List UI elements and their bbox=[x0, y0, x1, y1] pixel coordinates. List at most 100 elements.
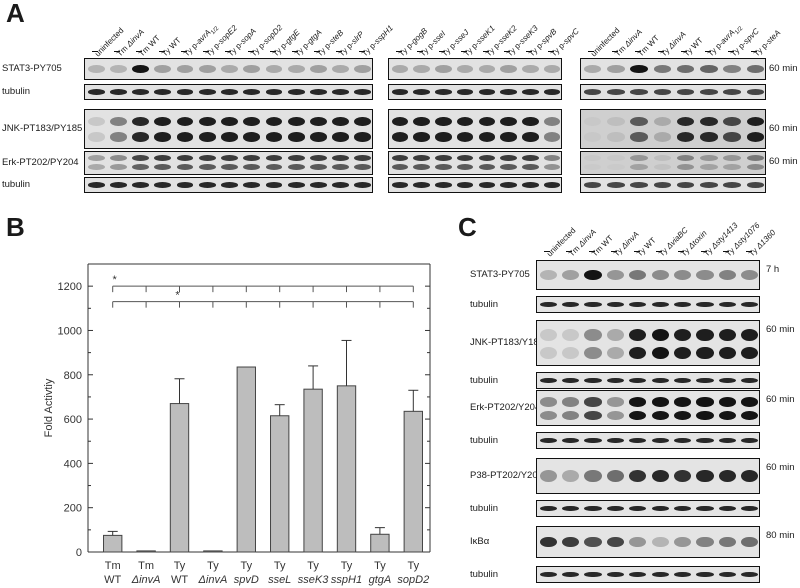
category-label: sopD2 bbox=[397, 574, 429, 586]
band bbox=[651, 328, 669, 342]
band bbox=[606, 377, 624, 384]
band bbox=[539, 328, 557, 342]
row-label: tubulin bbox=[470, 502, 498, 514]
band bbox=[718, 269, 736, 281]
band bbox=[154, 164, 172, 171]
band bbox=[718, 536, 736, 548]
band bbox=[696, 397, 714, 407]
band bbox=[583, 182, 602, 188]
band bbox=[696, 346, 714, 359]
band bbox=[674, 301, 692, 308]
band bbox=[562, 269, 580, 281]
band bbox=[629, 269, 647, 281]
band bbox=[606, 571, 624, 578]
band bbox=[651, 397, 669, 407]
band bbox=[630, 89, 648, 95]
band bbox=[413, 65, 430, 73]
lane-label: Ty WT bbox=[159, 35, 183, 59]
band bbox=[696, 505, 714, 512]
band bbox=[198, 155, 216, 162]
band bbox=[584, 437, 602, 444]
band bbox=[522, 182, 539, 188]
band bbox=[718, 377, 736, 384]
lane-tick bbox=[547, 51, 554, 52]
band bbox=[629, 410, 647, 421]
band bbox=[606, 536, 624, 548]
lane-tick bbox=[395, 51, 402, 52]
lane-tick bbox=[269, 51, 276, 52]
band bbox=[718, 437, 736, 444]
band bbox=[309, 89, 327, 95]
band bbox=[154, 89, 172, 95]
band bbox=[718, 571, 736, 578]
band bbox=[287, 155, 305, 162]
bar bbox=[303, 388, 323, 553]
lane-tick bbox=[655, 251, 662, 252]
band bbox=[435, 116, 452, 127]
band bbox=[696, 571, 714, 578]
band bbox=[674, 437, 692, 444]
band bbox=[651, 571, 669, 578]
band bbox=[629, 377, 647, 384]
band bbox=[696, 536, 714, 548]
time-label: 60 min bbox=[766, 394, 795, 405]
band bbox=[676, 116, 695, 127]
band bbox=[332, 65, 350, 73]
significance-star: * bbox=[113, 274, 118, 286]
band bbox=[696, 377, 714, 384]
row-label: STAT3-PY705 bbox=[470, 269, 530, 280]
band bbox=[543, 155, 561, 162]
band bbox=[221, 182, 238, 188]
band bbox=[109, 89, 127, 95]
band bbox=[584, 301, 602, 308]
band bbox=[332, 164, 350, 171]
band bbox=[287, 132, 305, 142]
category-label: sseL bbox=[268, 574, 291, 586]
band bbox=[265, 164, 283, 171]
band bbox=[718, 328, 736, 342]
blot-strip bbox=[388, 109, 562, 149]
band bbox=[629, 346, 647, 359]
blot-strip bbox=[388, 177, 562, 193]
band bbox=[718, 346, 736, 359]
blot-strip bbox=[84, 177, 373, 193]
band bbox=[676, 89, 695, 95]
band bbox=[723, 164, 741, 171]
band bbox=[391, 155, 409, 162]
band bbox=[243, 89, 261, 95]
blot-strip bbox=[580, 151, 766, 175]
band bbox=[543, 182, 561, 188]
band bbox=[741, 410, 759, 421]
band bbox=[287, 116, 305, 127]
band bbox=[543, 116, 561, 127]
blot-strip bbox=[536, 296, 760, 313]
category-label: WT bbox=[171, 574, 188, 586]
band bbox=[562, 377, 580, 384]
panel-letter-b: B bbox=[6, 212, 25, 242]
category-label: Ty bbox=[240, 560, 252, 572]
band bbox=[132, 182, 150, 188]
band bbox=[243, 164, 261, 171]
band bbox=[354, 89, 372, 95]
category-label: Ty bbox=[407, 560, 419, 572]
band bbox=[651, 269, 669, 281]
lane-tick bbox=[203, 51, 210, 52]
row-label: Erk-PT202/Y204 bbox=[470, 402, 541, 413]
band bbox=[456, 155, 474, 162]
band bbox=[500, 89, 517, 95]
row-label: tubulin bbox=[470, 298, 498, 310]
band bbox=[221, 155, 238, 162]
band bbox=[651, 437, 669, 444]
band bbox=[109, 65, 127, 73]
band bbox=[562, 469, 580, 483]
band bbox=[539, 377, 557, 384]
band bbox=[607, 155, 625, 162]
band bbox=[500, 155, 517, 162]
row-label: Erk-PT202/PY204 bbox=[2, 157, 79, 168]
band bbox=[435, 89, 452, 95]
band bbox=[676, 182, 695, 188]
band bbox=[500, 65, 517, 73]
panel-b-bar-chart: 0 200 400 600 800 1000 1200 Fold Activtiy Tm WT Tm… bbox=[43, 263, 431, 586]
band bbox=[522, 155, 539, 162]
band bbox=[653, 182, 672, 188]
